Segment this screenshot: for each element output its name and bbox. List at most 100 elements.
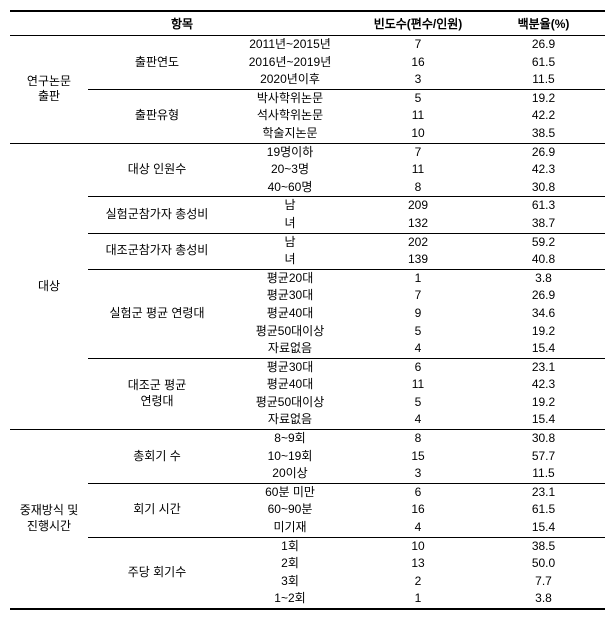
category-cell: 남 bbox=[226, 233, 354, 251]
pct-cell: 7.7 bbox=[482, 573, 605, 591]
group-label: 총회기 수 bbox=[88, 430, 226, 484]
freq-cell: 9 bbox=[354, 305, 482, 323]
table-row: 대조군참가자 총성비남20259.2 bbox=[10, 233, 605, 251]
table-row: 실험군 평균 연령대평균20대13.8 bbox=[10, 269, 605, 287]
freq-cell: 3 bbox=[354, 465, 482, 483]
category-cell: 녀 bbox=[226, 215, 354, 233]
category-cell: 2회 bbox=[226, 555, 354, 573]
table-row: 대상대상 인원수19명이하726.9 bbox=[10, 143, 605, 161]
table-row: 연구논문 출판출판연도2011년~2015년726.9 bbox=[10, 36, 605, 54]
category-cell: 40~60명 bbox=[226, 179, 354, 197]
freq-cell: 7 bbox=[354, 143, 482, 161]
pct-cell: 50.0 bbox=[482, 555, 605, 573]
pct-cell: 57.7 bbox=[482, 448, 605, 466]
category-cell: 60~90분 bbox=[226, 501, 354, 519]
pct-cell: 34.6 bbox=[482, 305, 605, 323]
pct-cell: 15.4 bbox=[482, 340, 605, 358]
category-cell: 10~19회 bbox=[226, 448, 354, 466]
pct-cell: 11.5 bbox=[482, 465, 605, 483]
freq-cell: 209 bbox=[354, 197, 482, 215]
category-cell: 평균30대 bbox=[226, 358, 354, 376]
pct-cell: 30.8 bbox=[482, 430, 605, 448]
freq-cell: 7 bbox=[354, 287, 482, 305]
freq-cell: 5 bbox=[354, 89, 482, 107]
header-freq: 빈도수(편수/인원) bbox=[354, 11, 482, 36]
pct-cell: 42.2 bbox=[482, 107, 605, 125]
freq-cell: 15 bbox=[354, 448, 482, 466]
table-row: 출판유형박사학위논문519.2 bbox=[10, 89, 605, 107]
category-cell: 평균40대 bbox=[226, 376, 354, 394]
freq-cell: 11 bbox=[354, 107, 482, 125]
category-cell: 학술지논문 bbox=[226, 125, 354, 143]
table-row: 중재방식 및 진행시간총회기 수8~9회830.8 bbox=[10, 430, 605, 448]
freq-cell: 16 bbox=[354, 54, 482, 72]
pct-cell: 40.8 bbox=[482, 251, 605, 269]
category-cell: 3회 bbox=[226, 573, 354, 591]
pct-cell: 23.1 bbox=[482, 483, 605, 501]
freq-cell: 2 bbox=[354, 573, 482, 591]
pct-cell: 19.2 bbox=[482, 394, 605, 412]
category-cell: 2016년~2019년 bbox=[226, 54, 354, 72]
category-cell: 1회 bbox=[226, 537, 354, 555]
group-label: 출판연도 bbox=[88, 36, 226, 90]
category-cell: 자료없음 bbox=[226, 340, 354, 358]
pct-cell: 26.9 bbox=[482, 143, 605, 161]
group-label: 대조군 평균 연령대 bbox=[88, 358, 226, 429]
category-cell: 평균30대 bbox=[226, 287, 354, 305]
pct-cell: 19.2 bbox=[482, 89, 605, 107]
category-cell: 평균50대이상 bbox=[226, 323, 354, 341]
freq-cell: 139 bbox=[354, 251, 482, 269]
freq-cell: 10 bbox=[354, 537, 482, 555]
freq-cell: 1 bbox=[354, 590, 482, 609]
pct-cell: 61.5 bbox=[482, 54, 605, 72]
table-row: 회기 시간60분 미만623.1 bbox=[10, 483, 605, 501]
freq-cell: 7 bbox=[354, 36, 482, 54]
freq-cell: 202 bbox=[354, 233, 482, 251]
freq-cell: 4 bbox=[354, 340, 482, 358]
freq-cell: 5 bbox=[354, 323, 482, 341]
pct-cell: 42.3 bbox=[482, 161, 605, 179]
pct-cell: 15.4 bbox=[482, 519, 605, 537]
pct-cell: 59.2 bbox=[482, 233, 605, 251]
pct-cell: 23.1 bbox=[482, 358, 605, 376]
pct-cell: 19.2 bbox=[482, 323, 605, 341]
category-cell: 평균50대이상 bbox=[226, 394, 354, 412]
freq-cell: 1 bbox=[354, 269, 482, 287]
group-label: 실험군참가자 총성비 bbox=[88, 197, 226, 233]
freq-cell: 3 bbox=[354, 71, 482, 89]
table-row: 대조군 평균 연령대평균30대623.1 bbox=[10, 358, 605, 376]
pct-cell: 61.5 bbox=[482, 501, 605, 519]
category-cell: 녀 bbox=[226, 251, 354, 269]
group-label: 회기 시간 bbox=[88, 483, 226, 537]
table-row: 실험군참가자 총성비남20961.3 bbox=[10, 197, 605, 215]
table-row: 주당 회기수1회1038.5 bbox=[10, 537, 605, 555]
category-cell: 20~3명 bbox=[226, 161, 354, 179]
section-label: 대상 bbox=[10, 143, 88, 430]
category-cell: 석사학위논문 bbox=[226, 107, 354, 125]
freq-cell: 4 bbox=[354, 519, 482, 537]
section-label: 중재방식 및 진행시간 bbox=[10, 430, 88, 609]
pct-cell: 38.5 bbox=[482, 125, 605, 143]
group-label: 출판유형 bbox=[88, 89, 226, 143]
freq-cell: 5 bbox=[354, 394, 482, 412]
header-item: 항목 bbox=[10, 11, 354, 36]
group-label: 실험군 평균 연령대 bbox=[88, 269, 226, 358]
freq-cell: 11 bbox=[354, 376, 482, 394]
category-cell: 20이상 bbox=[226, 465, 354, 483]
pct-cell: 3.8 bbox=[482, 269, 605, 287]
category-cell: 미기재 bbox=[226, 519, 354, 537]
category-cell: 남 bbox=[226, 197, 354, 215]
category-cell: 2020년이후 bbox=[226, 71, 354, 89]
pct-cell: 26.9 bbox=[482, 36, 605, 54]
freq-cell: 132 bbox=[354, 215, 482, 233]
category-cell: 1~2회 bbox=[226, 590, 354, 609]
pct-cell: 3.8 bbox=[482, 590, 605, 609]
pct-cell: 38.7 bbox=[482, 215, 605, 233]
pct-cell: 11.5 bbox=[482, 71, 605, 89]
category-cell: 자료없음 bbox=[226, 411, 354, 429]
pct-cell: 15.4 bbox=[482, 411, 605, 429]
freq-cell: 8 bbox=[354, 430, 482, 448]
header-pct: 백분율(%) bbox=[482, 11, 605, 36]
category-cell: 2011년~2015년 bbox=[226, 36, 354, 54]
freq-cell: 4 bbox=[354, 411, 482, 429]
